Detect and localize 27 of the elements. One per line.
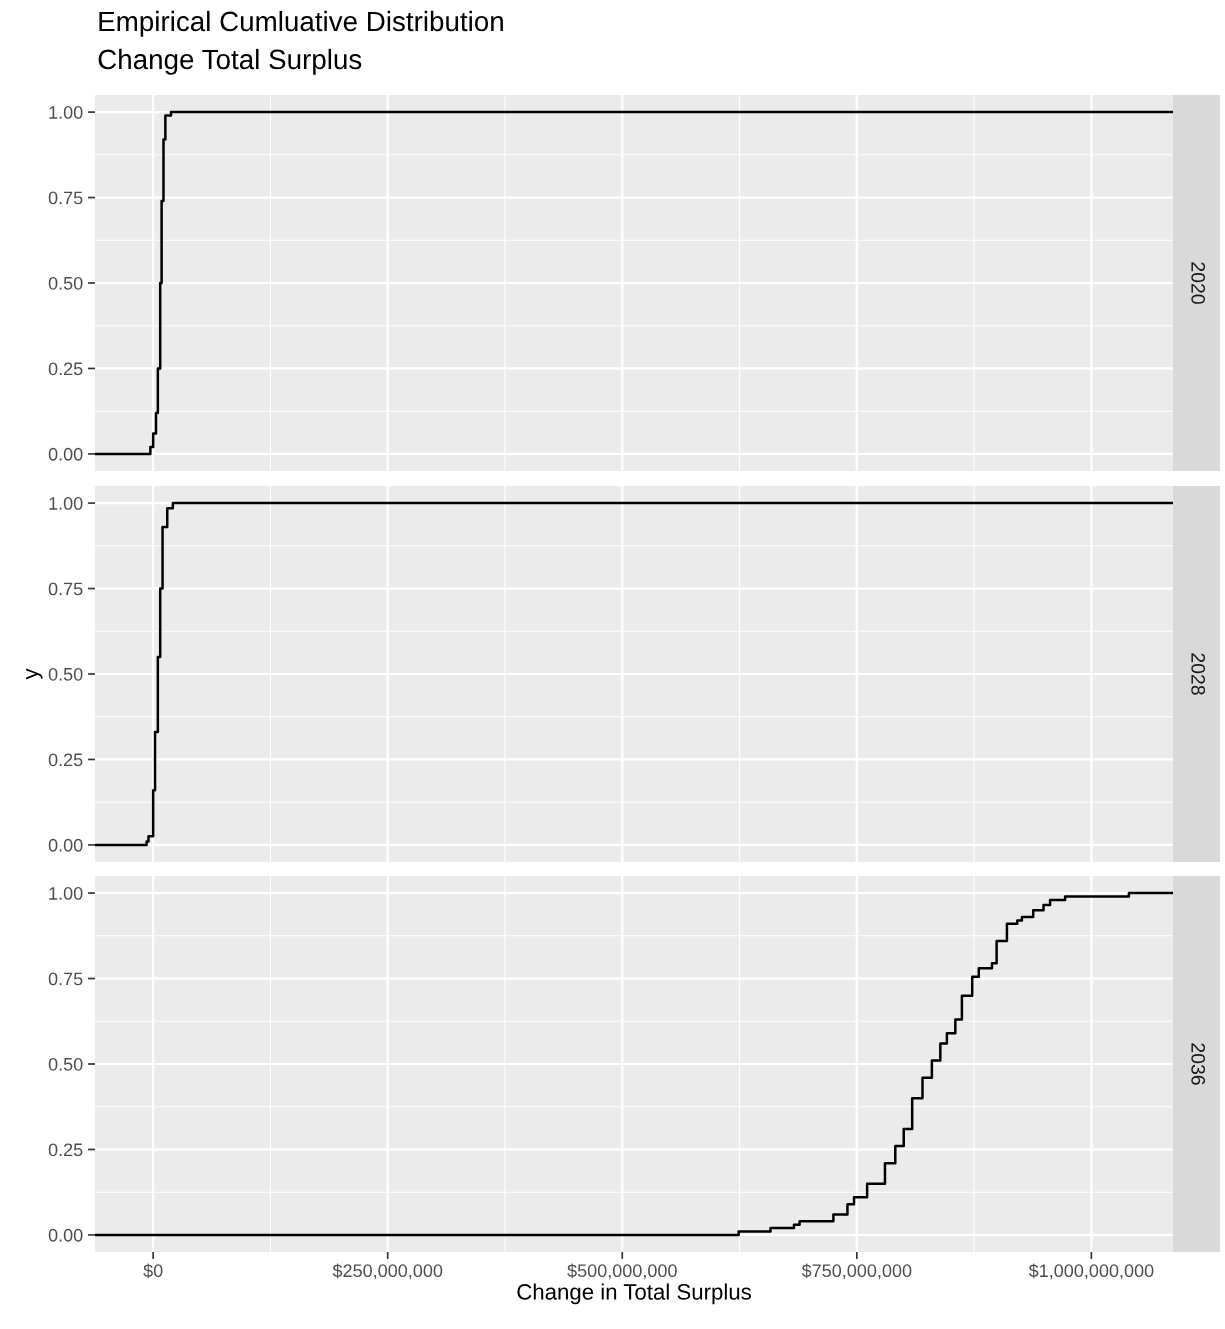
y-tick-label: 0.00 xyxy=(48,838,83,852)
y-tick-label: 0.25 xyxy=(48,1143,83,1157)
y-tick-label: 0.50 xyxy=(48,276,83,290)
y-tick-label: 0.25 xyxy=(48,362,83,376)
x-tick-label: $0 xyxy=(143,1263,163,1279)
y-tick-label: 0.50 xyxy=(48,1057,83,1071)
y-tick-label: 0.00 xyxy=(48,1228,83,1242)
y-axis-title: y xyxy=(26,668,43,680)
y-tick-label: 0.75 xyxy=(48,972,83,986)
x-axis-title: Change in Total Surplus xyxy=(517,1283,751,1305)
y-tick-label: 0.75 xyxy=(48,582,83,596)
text: 2036 xyxy=(1191,1043,1206,1085)
x-tick-label: $1,000,000,000 xyxy=(1028,1263,1154,1280)
chart-title: Empirical Cumluative Distribution xyxy=(99,10,503,37)
y-tick-label: 1.00 xyxy=(49,497,83,510)
chart-subtitle: Change Total Surplus xyxy=(98,48,362,75)
y-tick-label: 0.75 xyxy=(48,191,83,205)
x-tick-label: $500,000,000 xyxy=(567,1263,677,1280)
text: 2028 xyxy=(1191,653,1206,695)
y-tick-label: 1.00 xyxy=(49,106,83,119)
y-tick-label: 1.00 xyxy=(49,887,83,900)
y-tick-label: 0.00 xyxy=(48,447,83,461)
y-tick-label: 0.25 xyxy=(48,753,83,767)
y-tick-label: 0.50 xyxy=(48,667,83,681)
x-tick-label: $250,000,000 xyxy=(332,1263,443,1280)
x-tick-label: $750,000,000 xyxy=(801,1263,912,1280)
text: 2020 xyxy=(1191,262,1206,304)
